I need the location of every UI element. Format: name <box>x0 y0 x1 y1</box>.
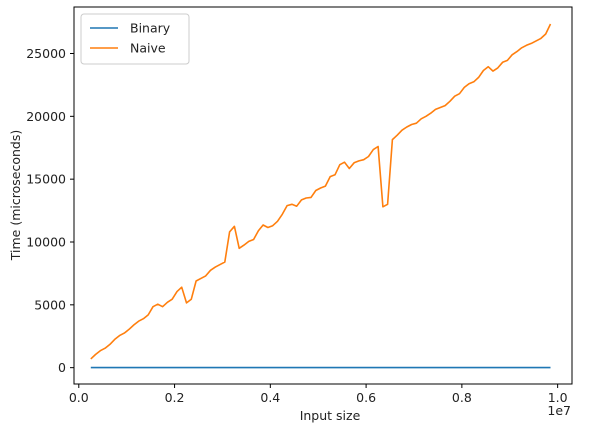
plot-area <box>90 23 552 369</box>
x-tick-label: 0.2 <box>165 390 185 405</box>
x-tick-label: 0.0 <box>69 390 89 405</box>
y-tick-label: 25000 <box>26 46 66 61</box>
series-line-naive <box>90 23 552 360</box>
y-tick-label: 20000 <box>26 109 66 124</box>
legend-label-binary: Binary <box>130 21 171 36</box>
x-axis: 0.0 0.2 0.4 0.6 0.8 1.0 <box>69 384 568 405</box>
x-axis-offset-label: 1e7 <box>547 403 571 418</box>
y-tick-label: 5000 <box>34 297 66 312</box>
x-axis-label: Input size <box>300 408 361 423</box>
legend-box <box>80 13 190 65</box>
legend: Binary Naive <box>80 13 190 65</box>
y-tick-label: 15000 <box>26 172 66 187</box>
x-tick-label: 0.8 <box>452 390 472 405</box>
x-tick-label: 1.0 <box>548 390 568 405</box>
x-tick-label: 0.6 <box>356 390 376 405</box>
y-tick-label: 10000 <box>26 234 66 249</box>
x-tick-label: 0.4 <box>260 390 280 405</box>
legend-label-naive: Naive <box>130 41 166 56</box>
y-tick-label: 0 <box>58 360 66 375</box>
y-axis-label: Time (microseconds) <box>8 130 23 261</box>
plot-frame <box>73 6 573 385</box>
y-axis: 0 5000 10000 15000 20000 25000 <box>26 46 74 375</box>
